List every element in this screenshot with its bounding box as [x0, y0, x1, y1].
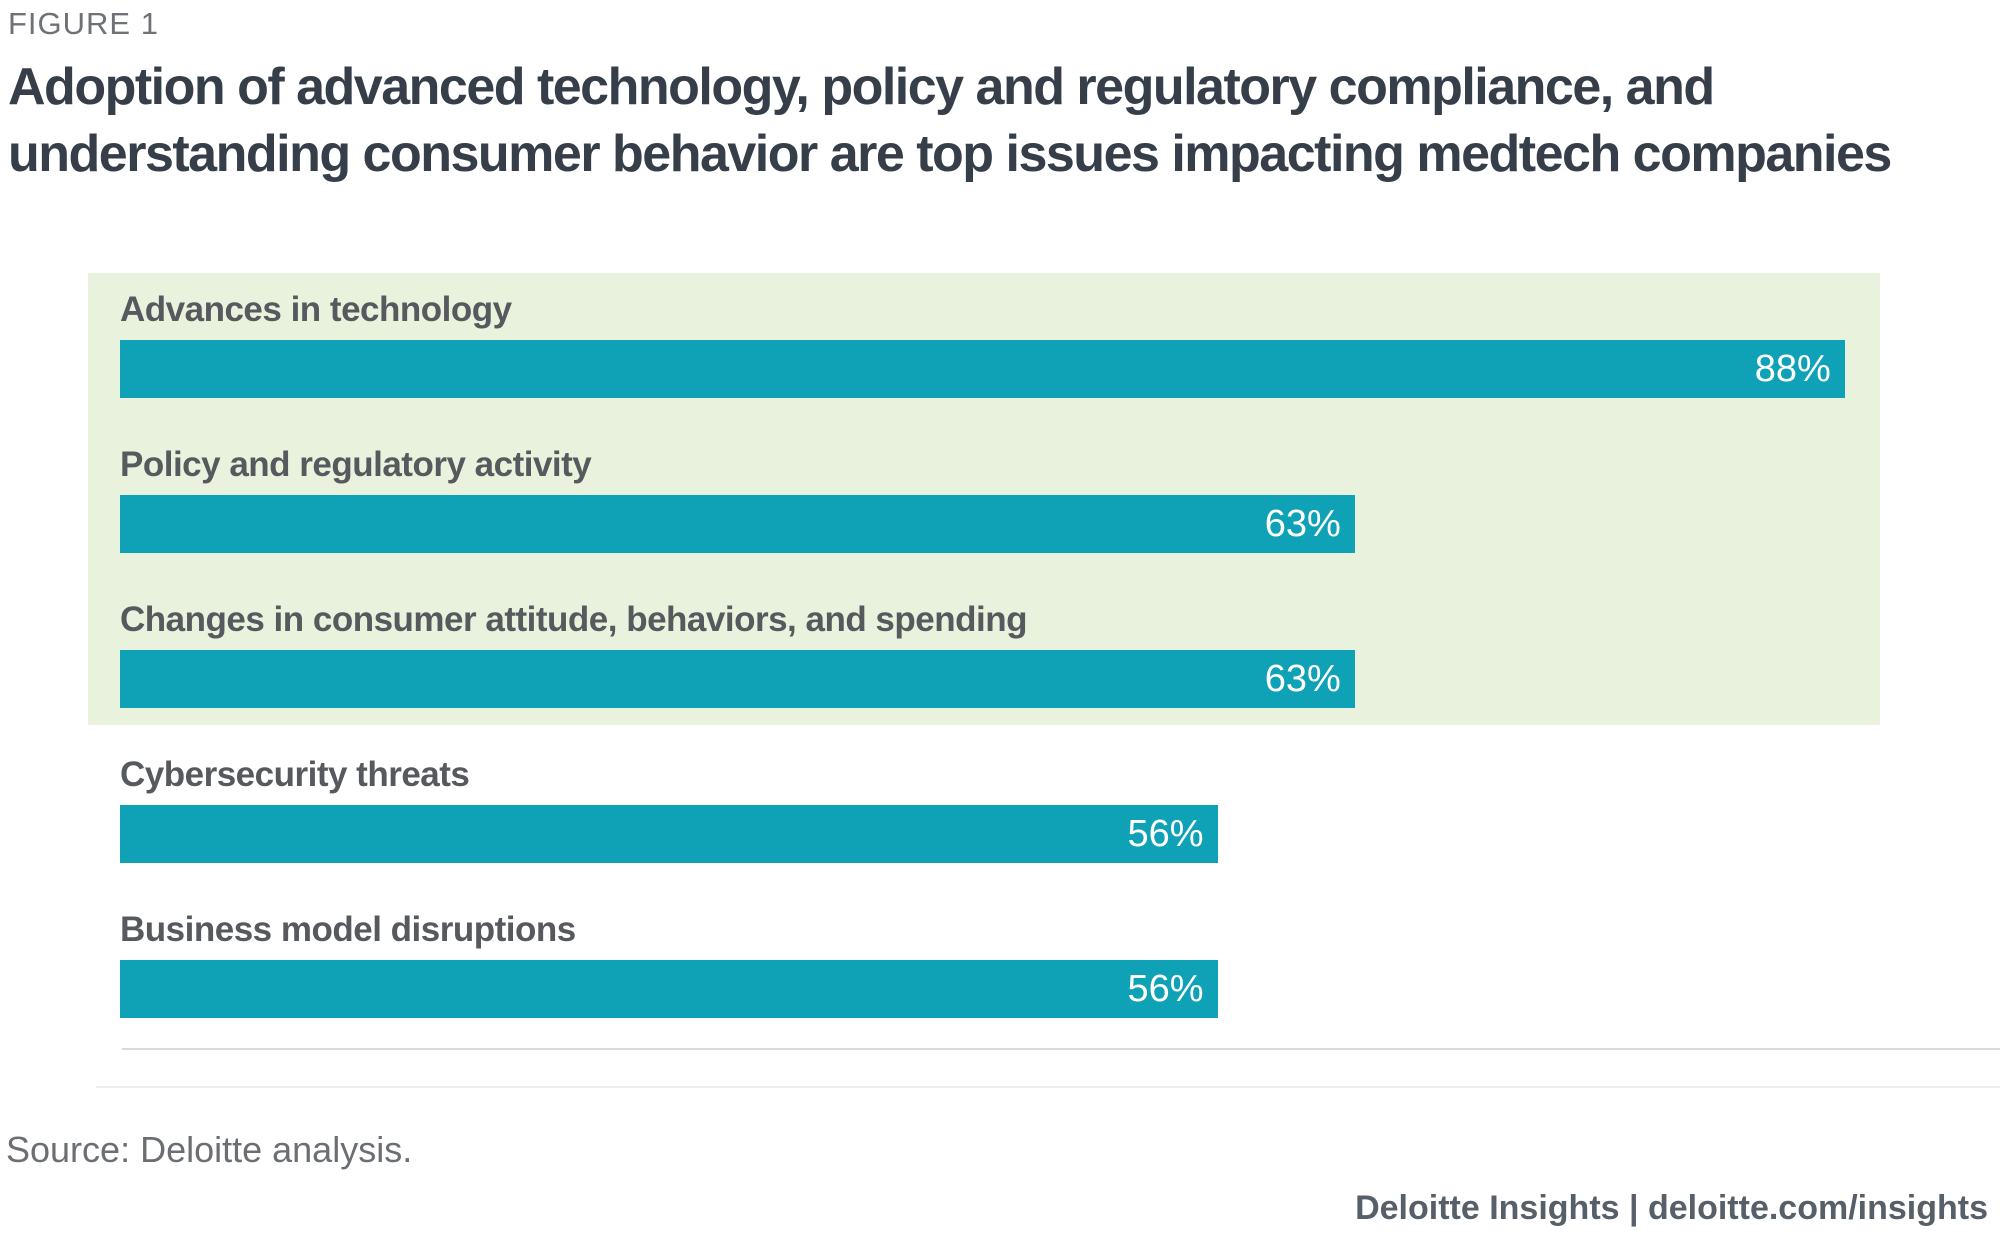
bar-value-label: 63%: [1264, 658, 1341, 700]
bar: 88%: [120, 340, 1845, 398]
figure-label: FIGURE 1: [8, 6, 159, 41]
bar-track: 88%: [120, 340, 2000, 398]
bar-category-label: Policy and regulatory activity: [120, 445, 592, 484]
bar-category-label: Advances in technology: [120, 290, 512, 329]
bar-row: Cybersecurity threats 56%: [120, 738, 2000, 893]
page-title: Adoption of advanced technology, policy …: [8, 54, 1948, 188]
bar-value-label: 88%: [1754, 348, 1831, 390]
bar: 63%: [120, 650, 1355, 708]
separator-line: [96, 1086, 2000, 1088]
bar-chart: Advances in technology 88% Policy and re…: [120, 273, 2000, 1048]
page-title-line-1: Adoption of advanced technology, policy …: [8, 58, 1715, 116]
bar-track: 63%: [120, 650, 2000, 708]
bar-category-label: Business model disruptions: [120, 910, 576, 949]
bar-row: Policy and regulatory activity 63%: [120, 428, 2000, 583]
bar: 63%: [120, 495, 1355, 553]
source-note: Source: Deloitte analysis.: [6, 1129, 413, 1170]
branding-footer: Deloitte Insights | deloitte.com/insight…: [1355, 1189, 1988, 1227]
bar-track: 56%: [120, 960, 2000, 1018]
bar-category-label: Changes in consumer attitude, behaviors,…: [120, 600, 1027, 639]
bar: 56%: [120, 805, 1218, 863]
bar-value-label: 56%: [1127, 813, 1204, 855]
bar-value-label: 56%: [1127, 968, 1204, 1010]
bar-value-label: 63%: [1264, 503, 1341, 545]
bar-track: 63%: [120, 495, 2000, 553]
bar-row: Changes in consumer attitude, behaviors,…: [120, 583, 2000, 738]
bar: 56%: [120, 960, 1218, 1018]
bar-row: Business model disruptions 56%: [120, 893, 2000, 1048]
bar-track: 56%: [120, 805, 2000, 863]
separator-line: [122, 1048, 2000, 1050]
bar-row: Advances in technology 88%: [120, 273, 2000, 428]
bar-category-label: Cybersecurity threats: [120, 755, 470, 794]
page-title-line-2: understanding consumer behavior are top …: [8, 125, 1892, 183]
